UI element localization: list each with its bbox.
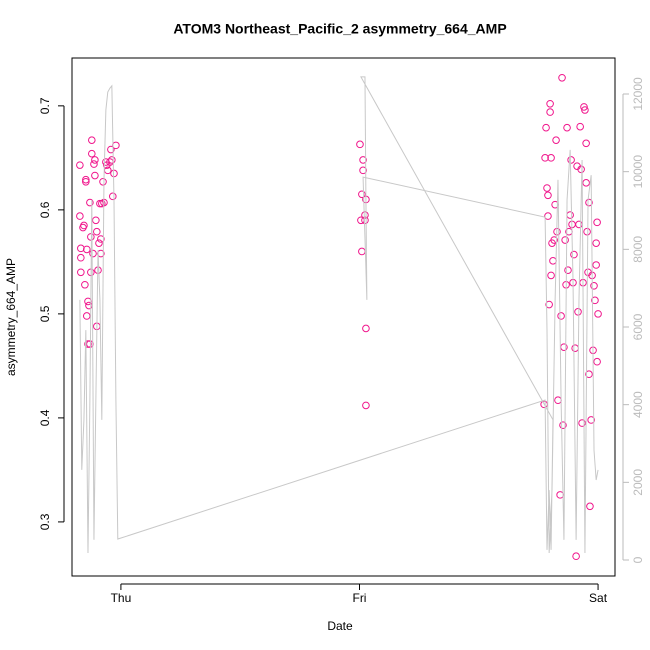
data-point [557, 312, 565, 320]
data-point [362, 401, 370, 410]
data-line [79, 76, 599, 554]
data-point [544, 191, 552, 200]
data-point [547, 154, 555, 162]
chart-title: ATOM3 Northeast_Pacific_2 asymmetry_664_… [173, 21, 506, 37]
y2-tick-label: 12000 [631, 77, 645, 111]
x-tick-label: Sat [589, 591, 608, 605]
data-point [592, 239, 600, 247]
data-point [89, 249, 97, 258]
data-point [76, 161, 84, 169]
data-point [95, 239, 103, 247]
data-point [77, 253, 85, 262]
data-point [587, 416, 595, 424]
y-tick-label: 0.7 [38, 97, 52, 114]
y-tick-label: 0.4 [38, 409, 52, 426]
data-point [108, 156, 116, 164]
data-point [544, 212, 552, 220]
data-point [576, 122, 584, 131]
data-point [546, 108, 554, 116]
data-point [561, 236, 569, 244]
data-point [81, 280, 89, 289]
data-point [96, 199, 104, 208]
data-point [574, 307, 582, 316]
data-point [552, 136, 560, 144]
data-point [559, 421, 567, 429]
data-point [590, 281, 598, 290]
data-point [108, 192, 117, 201]
y-tick-label: 0.3 [38, 513, 52, 530]
data-point [88, 136, 96, 144]
data-point [558, 73, 566, 82]
y2-tick-label: 8000 [631, 236, 645, 263]
data-point [567, 156, 575, 164]
data-point [97, 235, 105, 243]
data-point [541, 154, 549, 162]
data-point [563, 123, 571, 132]
data-point [91, 156, 99, 164]
data-point [564, 266, 572, 274]
data-point [99, 177, 107, 186]
data-point [585, 198, 593, 207]
data-point [77, 268, 85, 277]
data-point [107, 145, 115, 154]
x-tick-label: Fri [352, 591, 366, 605]
data-point [585, 370, 593, 379]
data-point [80, 221, 88, 230]
data-point [82, 312, 91, 320]
y2-tick-label: 10000 [631, 155, 645, 189]
y-tick-label: 0.6 [38, 201, 52, 218]
data-point [542, 123, 550, 132]
data-point [593, 218, 601, 227]
x-axis-label: Date [327, 619, 353, 633]
plot-frame [71, 57, 616, 577]
y2-tick-label: 2000 [631, 469, 645, 496]
data-point [545, 300, 553, 309]
data-point [86, 198, 94, 207]
data-point [359, 156, 367, 164]
data-point [572, 552, 580, 561]
data-point [361, 211, 369, 219]
data-point [90, 160, 98, 168]
y2-tick-label: 4000 [631, 391, 645, 418]
data-point [91, 171, 99, 180]
data-point [591, 296, 599, 305]
y2-tick-label: 0 [631, 556, 645, 563]
data-point [586, 502, 594, 511]
data-point [362, 324, 370, 333]
data-point [550, 236, 558, 244]
data-point [359, 166, 367, 175]
data-point [76, 212, 84, 220]
data-point [594, 310, 602, 318]
data-point [82, 177, 90, 186]
y2-tick-label: 6000 [631, 313, 645, 340]
data-point [547, 271, 555, 280]
data-point [82, 245, 91, 254]
x-tick-label: Thu [111, 591, 132, 605]
data-point [578, 419, 586, 427]
data-point [92, 216, 100, 225]
data-point [356, 140, 364, 149]
data-point [583, 227, 591, 236]
data-point [88, 149, 96, 158]
data-point [592, 261, 600, 269]
data-point [582, 139, 590, 148]
data-point [84, 340, 92, 348]
data-point [77, 244, 85, 253]
data-point [546, 99, 554, 108]
data-point [580, 103, 588, 111]
data-point [577, 165, 585, 174]
data-point [593, 357, 601, 366]
y-tick-label: 0.5 [38, 305, 52, 322]
data-point [543, 184, 551, 192]
data-point [570, 250, 578, 259]
data-point [82, 175, 90, 184]
data-point [358, 190, 366, 199]
data-point [582, 179, 590, 187]
data-point [581, 106, 589, 114]
y-axis-label: asymmetry_664_AMP [4, 258, 18, 376]
data-point [93, 227, 101, 236]
data-point [87, 233, 95, 241]
